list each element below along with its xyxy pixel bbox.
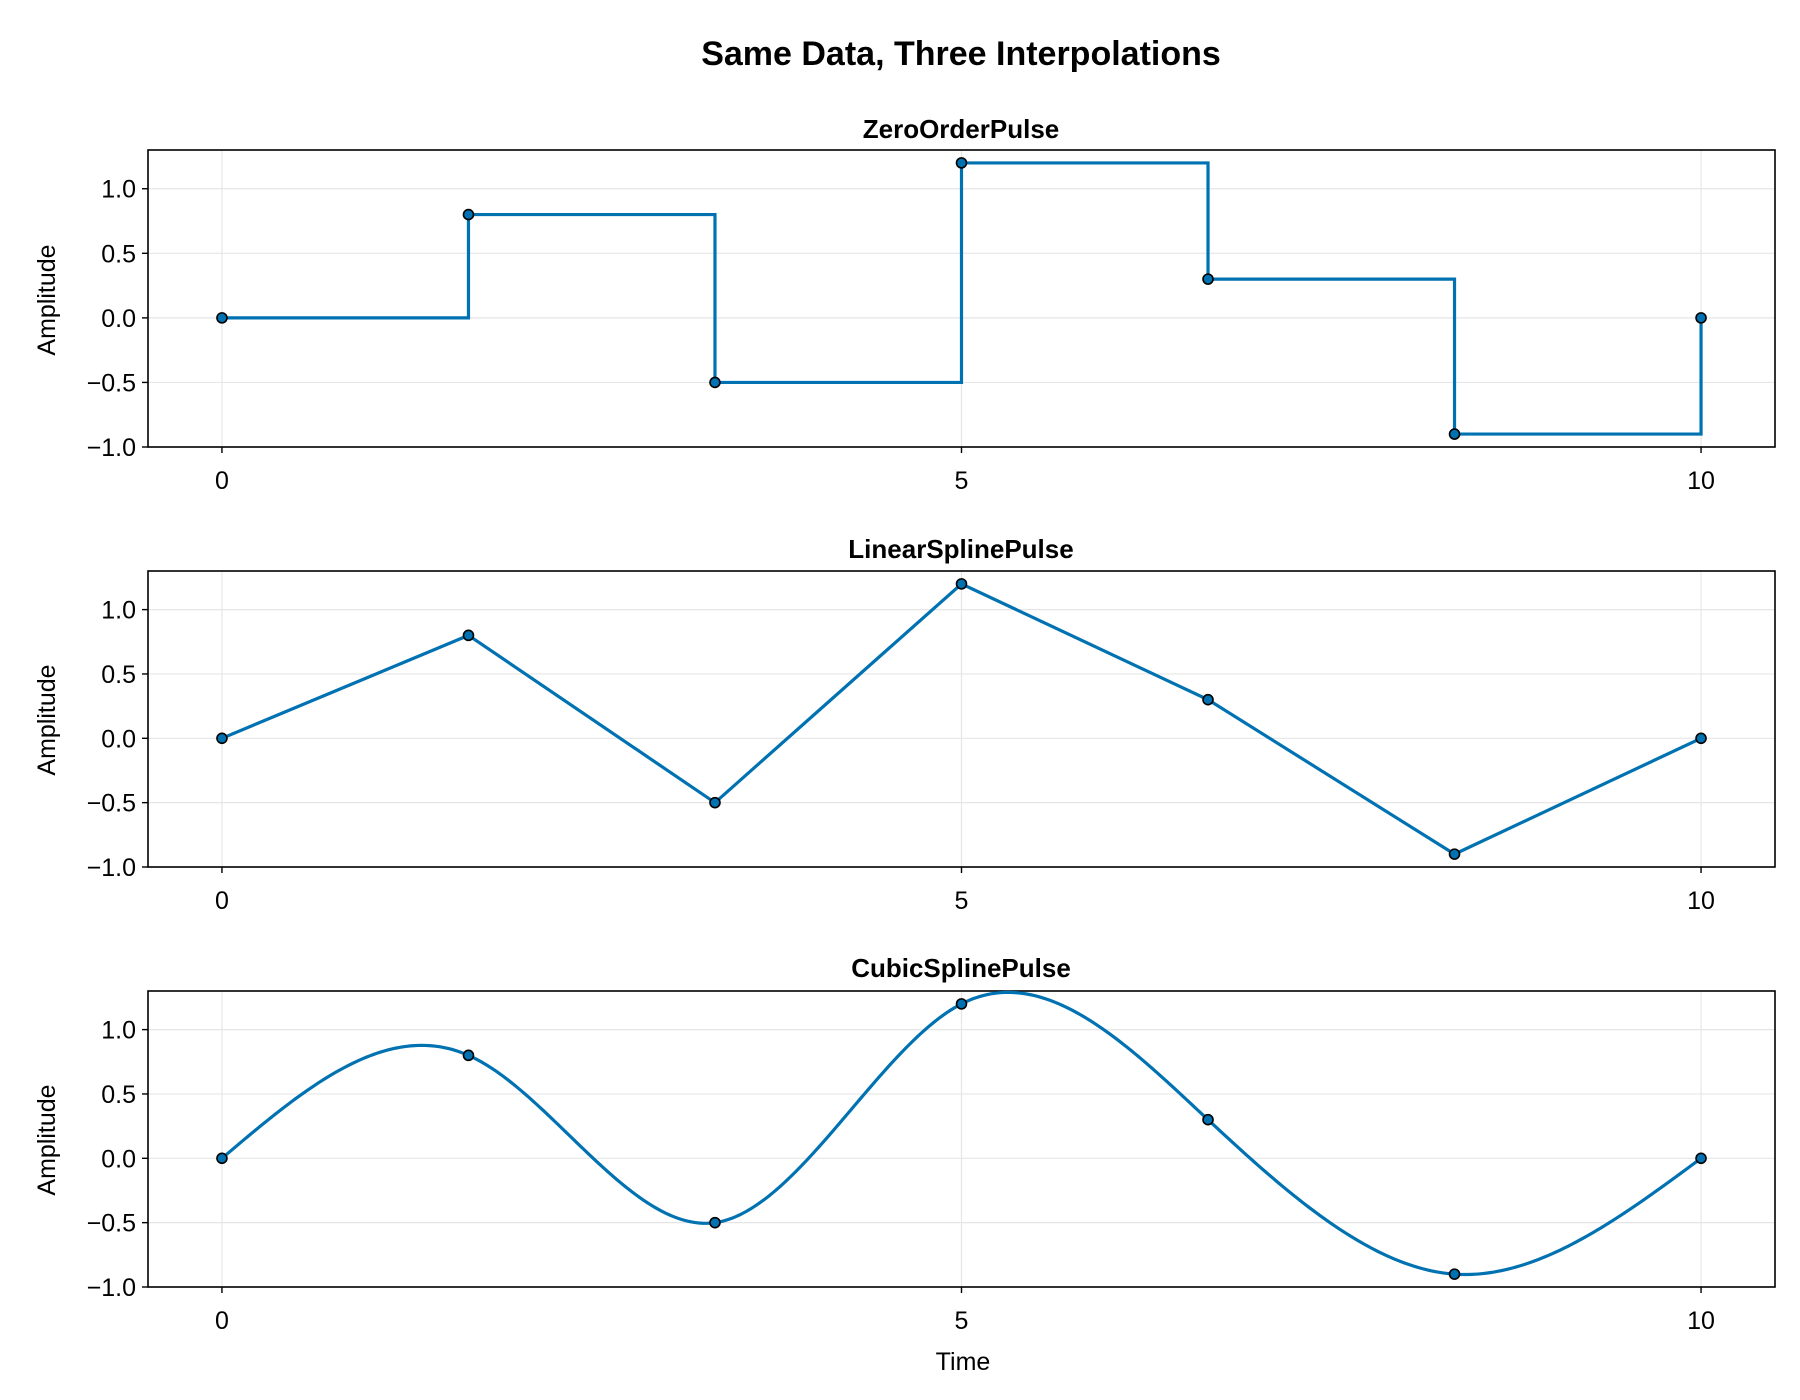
zero-order-ytick-label-0: 1.0	[101, 176, 136, 204]
cubic-spline-ytick-label-3: −0.5	[87, 1210, 136, 1238]
cubic-spline-xtick-label-0: 0	[215, 1307, 229, 1335]
panel-title-linear-spline: LinearSplinePulse	[848, 534, 1073, 564]
cubic-spline-ytick-label-4: −1.0	[87, 1274, 136, 1302]
cubic-spline-data-point-4	[1202, 1113, 1214, 1126]
zero-order-data-point-6	[1695, 312, 1707, 324]
cubic-spline-xtick-label-2: 10	[1687, 1307, 1715, 1335]
linear-spline-xtick-label-0: 0	[215, 887, 229, 915]
linear-spline-ytick-label-3: −0.5	[87, 790, 136, 818]
zero-order-xtick-label-0: 0	[215, 467, 229, 495]
linear-spline-data-point-1	[462, 629, 475, 642]
linear-spline-data-point-3	[955, 578, 968, 590]
ylabel-cubic-spline: Amplitude	[33, 1084, 61, 1195]
cubic-spline-data-point-0	[216, 1152, 228, 1165]
cubic-spline-data-point-3	[955, 998, 968, 1010]
zero-order-ytick-label-1: 0.5	[101, 240, 136, 268]
linear-spline-ytick-label-4: −1.0	[87, 854, 136, 882]
linear-spline-ytick-label-0: 1.0	[101, 597, 136, 625]
zero-order-xtick-label-1: 5	[955, 467, 969, 495]
cubic-spline-xtick-label-1: 5	[955, 1307, 969, 1335]
linear-spline-data-point-2	[709, 796, 721, 809]
zero-order-data-point-0	[216, 312, 228, 324]
cubic-spline-data-point-6	[1695, 1152, 1707, 1165]
cubic-spline-ytick-label-0: 1.0	[101, 1017, 136, 1045]
zero-order-data-point-5	[1448, 428, 1461, 440]
panel-title-cubic-spline: CubicSplinePulse	[851, 953, 1071, 983]
zero-order-ytick-label-4: −1.0	[87, 434, 136, 462]
linear-spline-xtick-label-1: 5	[955, 887, 969, 915]
panel-title-zero-order: ZeroOrderPulse	[863, 114, 1060, 144]
zero-order-data-point-2	[709, 376, 721, 389]
linear-spline-ytick-label-2: 0.0	[101, 725, 136, 753]
zero-order-data-point-1	[462, 208, 475, 221]
linear-spline-data-point-6	[1695, 732, 1707, 745]
figure-title: Same Data, Three Interpolations	[701, 35, 1221, 73]
linear-spline-ytick-label-1: 0.5	[101, 661, 136, 689]
panel-zero-order: ZeroOrderPulse Amplitude 1.0 0.5 0.0 −0.5 −1…	[33, 114, 1776, 495]
linear-spline-data-point-4	[1202, 693, 1214, 706]
cubic-spline-data-point-2	[709, 1216, 721, 1229]
zero-order-data-point-3	[955, 157, 968, 169]
ylabel-zero-order: Amplitude	[33, 244, 61, 355]
cubic-spline-ytick-label-2: 0.0	[101, 1145, 136, 1173]
cubic-spline-data-point-1	[462, 1049, 475, 1062]
ylabel-linear-spline: Amplitude	[33, 664, 61, 775]
zero-order-ytick-label-2: 0.0	[101, 305, 136, 333]
zero-order-xtick-label-2: 10	[1687, 467, 1715, 495]
cubic-spline-ytick-label-1: 0.5	[101, 1081, 136, 1109]
linear-spline-data-point-5	[1448, 848, 1461, 860]
panel-cubic-spline: CubicSplinePulse Amplitude 1.0 0.5 0.0 −0.5…	[33, 953, 1776, 1335]
linear-spline-xtick-label-2: 10	[1687, 887, 1715, 915]
panel-linear-spline: LinearSplinePulse Amplitude 1.0 0.5 0.0 −0.…	[33, 534, 1776, 915]
zero-order-data-point-4	[1202, 273, 1214, 285]
x-axis-label: Time	[936, 1348, 991, 1376]
linear-spline-data-point-0	[216, 732, 228, 745]
cubic-spline-data-point-5	[1448, 1268, 1461, 1280]
zero-order-ytick-label-3: −0.5	[87, 369, 136, 397]
